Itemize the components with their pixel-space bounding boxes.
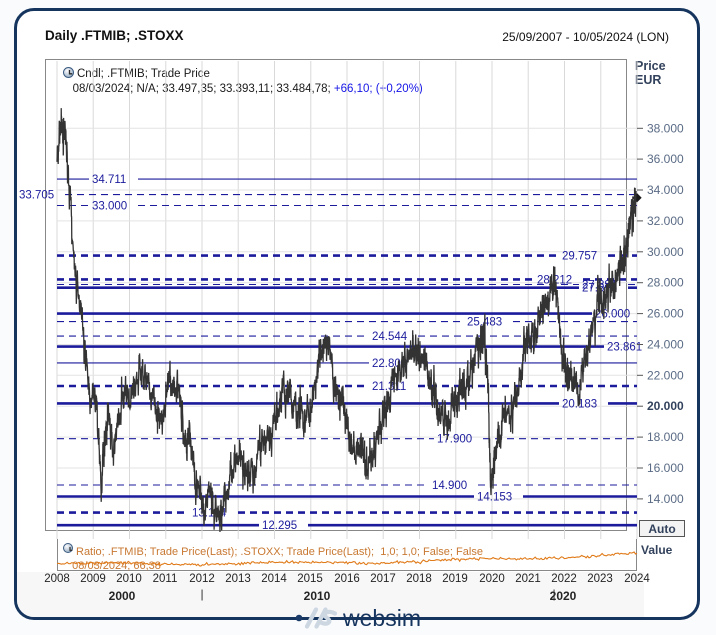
svg-text:28.000: 28.000	[647, 276, 684, 290]
svg-text:29.757: 29.757	[562, 251, 597, 263]
svg-text:26.000: 26.000	[595, 309, 630, 321]
svg-text:24.544: 24.544	[372, 331, 408, 343]
svg-text:24.000: 24.000	[647, 338, 684, 352]
svg-text:33.705: 33.705	[19, 190, 54, 202]
svg-text:30.000: 30.000	[647, 245, 684, 259]
svg-text:21.311: 21.311	[372, 381, 406, 393]
svg-text:12.295: 12.295	[262, 520, 297, 532]
svg-text:22.000: 22.000	[647, 368, 684, 382]
svg-text:23.861: 23.861	[607, 342, 642, 354]
svg-text:20.000: 20.000	[647, 399, 684, 413]
svg-text:17.900: 17.900	[437, 434, 472, 446]
svg-text:16.000: 16.000	[647, 461, 684, 475]
svg-text:34.000: 34.000	[647, 183, 684, 197]
svg-text:14.900: 14.900	[432, 480, 467, 492]
svg-text:26.000: 26.000	[647, 307, 684, 321]
svg-text:32.000: 32.000	[647, 214, 684, 228]
svg-text:33.000: 33.000	[92, 201, 127, 213]
svg-text:36.000: 36.000	[647, 152, 684, 166]
svg-text:34.711: 34.711	[92, 174, 126, 186]
svg-text:14.153: 14.153	[477, 492, 512, 504]
svg-text:18.000: 18.000	[647, 430, 684, 444]
svg-text:38.000: 38.000	[647, 121, 684, 135]
svg-text:14.000: 14.000	[647, 492, 684, 506]
